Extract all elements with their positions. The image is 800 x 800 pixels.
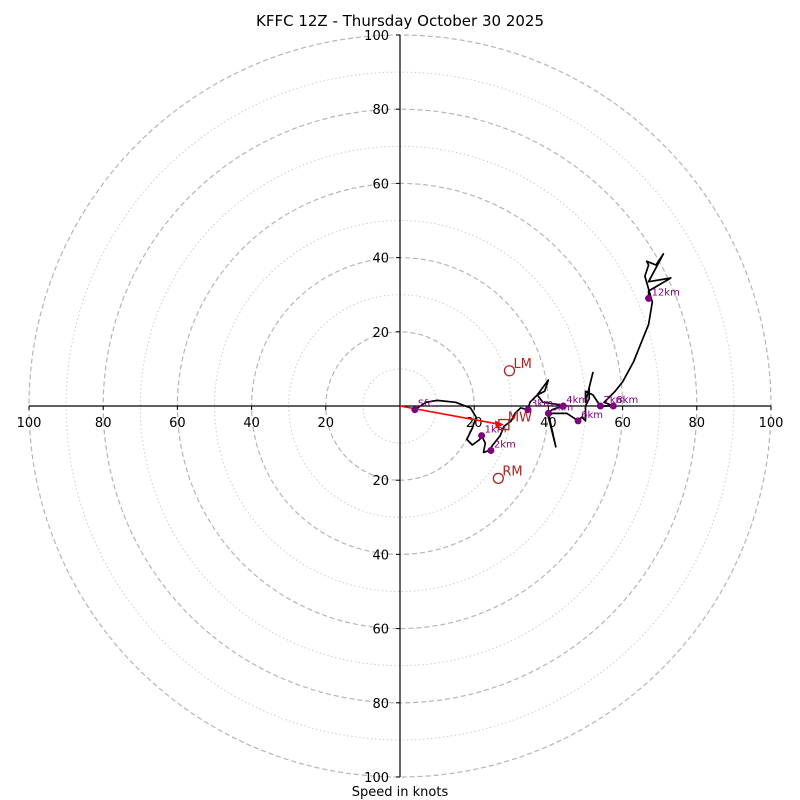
height-marker-3km: 3km [524, 399, 553, 414]
x-tick-label: 100 [759, 416, 784, 431]
storm-motion-rm: RM [492, 464, 523, 484]
x-tick-label: 20 [318, 416, 335, 431]
height-marker-label: 2km [494, 440, 516, 451]
y-tick-label: 40 [372, 548, 389, 563]
height-marker-label: 6km [581, 410, 603, 421]
x-tick-label: 60 [169, 416, 186, 431]
storm-motion-mw: MW [498, 411, 532, 431]
height-marker-2km: 2km [487, 440, 516, 455]
height-marker-4km: 4km [559, 395, 588, 410]
storm-motion-lm: LM [503, 357, 532, 377]
height-marker-label: 3km [531, 399, 553, 410]
x-axis-label: Speed in knots [352, 785, 449, 800]
storm-motion-label: MW [508, 411, 532, 426]
height-marker-dot [574, 417, 582, 425]
y-tick-label: 80 [372, 697, 389, 712]
y-tick-label: 20 [372, 474, 389, 489]
height-marker-7km: 7km [596, 395, 625, 410]
x-tick-label: 60 [614, 416, 631, 431]
height-marker-sfc: Sfc [411, 399, 433, 414]
y-tick-label: 100 [364, 29, 389, 44]
storm-motion-square [498, 418, 510, 431]
storm-motion-circle [503, 365, 516, 377]
height-marker-label: 4km [566, 395, 588, 406]
storm-motion-label: LM [513, 357, 531, 372]
height-marker-label: 1km [485, 425, 507, 436]
storm-motion-circle [492, 472, 504, 484]
x-tick-label: 40 [243, 416, 260, 431]
height-marker-dot [559, 402, 567, 410]
y-tick-label: 100 [364, 771, 389, 786]
x-tick-label: 40 [540, 416, 557, 431]
height-marker-dot [544, 409, 552, 417]
chart-title: KFFC 12Z - Thursday October 30 2025 [256, 12, 544, 30]
height-marker-8km: 8km [609, 395, 638, 410]
height-marker-dot [487, 447, 495, 455]
height-marker-label: 12km [652, 287, 680, 298]
x-tick-label: 80 [689, 416, 706, 431]
hodograph-trace [414, 253, 672, 454]
height-marker-5km: 5km [544, 402, 573, 417]
height-marker-dot [609, 402, 617, 410]
height-marker-dot [411, 406, 419, 414]
height-marker-dot [645, 294, 653, 302]
y-tick-label: 40 [372, 252, 389, 267]
height-marker-dot [596, 402, 604, 410]
height-marker-label: 7km [603, 395, 625, 406]
y-tick-label: 80 [372, 103, 389, 118]
height-marker-label: 8km [616, 395, 638, 406]
x-tick-label: 100 [17, 416, 42, 431]
y-tick-label: 60 [372, 623, 389, 638]
x-tick-label: 80 [95, 416, 112, 431]
height-marker-12km: 12km [645, 287, 680, 302]
height-marker-1km: 1km [478, 425, 507, 440]
height-marker-6km: 6km [574, 410, 603, 425]
y-tick-label: 20 [372, 326, 389, 341]
storm-motion-markers: LM RM MW [492, 357, 532, 484]
y-tick-label: 60 [372, 177, 389, 192]
storm-motion-label: RM [502, 464, 522, 479]
height-marker-dot [478, 432, 486, 440]
height-marker-label: Sfc [418, 399, 433, 410]
height-marker-label: 5km [551, 402, 573, 413]
height-marker-dot [524, 406, 532, 414]
